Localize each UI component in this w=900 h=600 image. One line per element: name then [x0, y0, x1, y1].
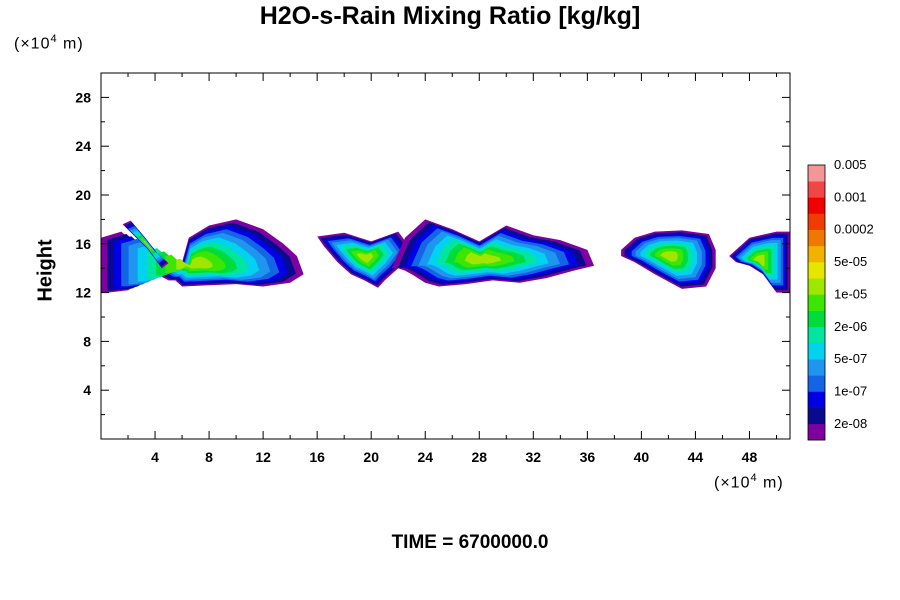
- contour-band-5: [753, 254, 765, 266]
- x-tick-label: 20: [363, 449, 379, 465]
- colorbar-label: 5e-07: [834, 351, 867, 366]
- colorbar-swatch: [808, 342, 825, 360]
- colorbar-swatch: [808, 375, 825, 392]
- colorbar-label: 1e-07: [834, 384, 867, 399]
- x-tick-label: 44: [688, 449, 704, 465]
- time-label: TIME = 6700000.0: [391, 532, 549, 553]
- colorbar-swatch: [808, 407, 825, 425]
- y-tick-label: 28: [75, 89, 91, 105]
- colorbar-swatch: [808, 326, 825, 344]
- contour-band-2: [356, 252, 374, 263]
- colorbar-label: 2e-08: [834, 416, 867, 431]
- x-tick-label: 24: [417, 449, 433, 465]
- y-tick-label: 24: [75, 138, 91, 154]
- colorbar: 2e-08 1e-07 5e-07 2e-06 1e-05 5e-05 0.0002 0.00…: [807, 157, 874, 441]
- x-tick-label: 36: [580, 449, 596, 465]
- colorbar-swatch: [808, 262, 825, 279]
- colorbar-swatch: [808, 165, 825, 182]
- y-tick-label: 20: [75, 187, 91, 203]
- colorbar-swatch: [808, 391, 825, 408]
- colorbar-swatch: [808, 181, 825, 198]
- colorbar-swatch: [808, 245, 825, 263]
- colorbar-label: 5e-05: [834, 254, 867, 269]
- x-tick-label: 28: [471, 449, 487, 465]
- y-tick-label: 4: [83, 382, 91, 398]
- y-tick-label: 12: [75, 285, 91, 301]
- y-tick-label: 16: [75, 236, 91, 252]
- x-tick-label: 40: [634, 449, 650, 465]
- colorbar-swatch: [808, 310, 825, 328]
- colorbar-swatch: [808, 213, 825, 231]
- plot-frame: [100, 72, 791, 440]
- y-axis-unit: (×104 m): [14, 33, 84, 53]
- colorbar-swatch: [808, 278, 825, 295]
- colorbar-swatch: [808, 423, 825, 441]
- colorbar-swatch: [808, 229, 825, 247]
- colorbar-label: 0.0002: [834, 222, 874, 237]
- colorbar-frame: [807, 164, 826, 441]
- x-tick-label: 32: [526, 449, 542, 465]
- colorbar-swatch: [808, 294, 825, 311]
- colorbar-swatch: [808, 359, 825, 376]
- x-tick-label: 48: [742, 449, 758, 465]
- x-tick-label: 4: [151, 449, 159, 465]
- colorbar-label: 2e-06: [834, 319, 867, 334]
- colorbar-swatch: [808, 197, 825, 214]
- x-tick-label: 12: [255, 449, 271, 465]
- contour-band-1: [143, 240, 152, 250]
- colorbar-label: 0.001: [834, 189, 867, 204]
- contour-band-0: [176, 256, 213, 270]
- chart-title: H2O-s-Rain Mixing Ratio [kg/kg]: [259, 2, 641, 30]
- contour-band-4: [660, 251, 678, 262]
- x-tick-label: 8: [205, 449, 213, 465]
- rain-contours: [101, 219, 790, 293]
- colorbar-label: 1e-05: [834, 286, 867, 301]
- contour-band-3: [464, 252, 502, 265]
- x-axis-unit: (×104 m): [714, 472, 784, 492]
- x-tick-label: 16: [309, 449, 325, 465]
- colorbar-label: 0.005: [834, 157, 867, 172]
- y-tick-label: 8: [83, 333, 91, 349]
